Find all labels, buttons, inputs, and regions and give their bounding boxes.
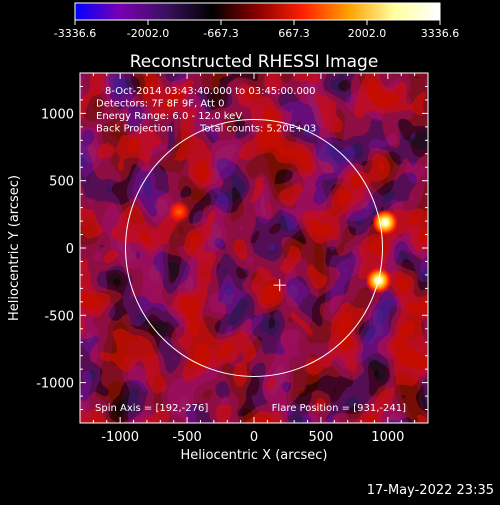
colorbar-tick-label: -2002.0 (127, 27, 169, 40)
chart-title: Reconstructed RHESSI Image (130, 52, 379, 72)
colorbar-tick-label: 667.3 (278, 27, 310, 40)
spin-axis-label: Spin Axis = [192,-276] (95, 403, 208, 414)
y-tick-label: 500 (49, 175, 74, 190)
y-tick-label: 0 (66, 242, 74, 257)
x-tick-label: 0 (250, 430, 258, 445)
annotation-line: Detectors: 7F 8F 9F, Att 0 (96, 99, 224, 110)
y-tick-label: 1000 (41, 107, 74, 122)
colorbar (74, 2, 441, 21)
x-tick-label: 1000 (371, 430, 404, 445)
y-tick-label: -500 (44, 309, 74, 324)
x-axis-label: Heliocentric X (arcsec) (181, 448, 328, 463)
x-tick-label: -500 (172, 430, 202, 445)
annotation-line: 8-Oct-2014 03:43:40.000 to 03:45:00.000 (105, 86, 316, 97)
colorbar-tick-label: -667.3 (203, 27, 238, 40)
bright-source (372, 209, 399, 236)
annotation-line: Back Projection (96, 124, 173, 135)
colorbar-tick-label: 2002.0 (348, 27, 387, 40)
colorbar-ticks: -3336.6 -2002.0 -667.3 667.3 2002.0 3336.6 (54, 20, 459, 40)
flare-position-label: Flare Position = [931,-241] (272, 403, 406, 414)
timestamp: 17-May-2022 23:35 (366, 483, 494, 498)
annotation-line: Energy Range: 6.0 - 12.0 keV (96, 111, 242, 122)
colorbar-tick-label: 3336.6 (421, 27, 460, 40)
x-tick-label: 500 (309, 430, 334, 445)
info-annotations: 8-Oct-2014 03:43:40.000 to 03:45:00.000 D… (96, 86, 316, 135)
spin-axis-marker (273, 279, 286, 292)
y-axis: 1000 500 0 -500 -1000 (36, 85, 428, 411)
bright-source (168, 200, 191, 223)
annotation-line: Total counts: 5.20E+03 (199, 124, 316, 135)
solar-limb-circle (125, 119, 383, 377)
y-axis-label: Heliocentric Y (arcsec) (7, 175, 22, 321)
x-tick-label: -1000 (101, 430, 139, 445)
y-tick-label: -1000 (36, 377, 74, 392)
x-axis: -1000 -500 0 500 1000 (92, 73, 416, 445)
colorbar-tick-label: -3336.6 (54, 27, 96, 40)
